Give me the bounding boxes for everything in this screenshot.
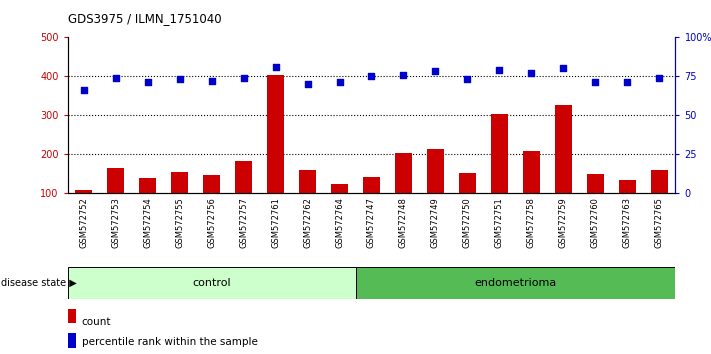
Point (334, 80, 346, 85)
Text: GSM572755: GSM572755 (175, 197, 184, 248)
Point (109, 75, 121, 80)
Point (365, 73, 377, 79)
Bar (107, 168, 124, 232)
Text: GSM572764: GSM572764 (335, 197, 344, 248)
Text: GSM572763: GSM572763 (623, 197, 632, 248)
Bar (331, 184, 348, 232)
Text: GSM572760: GSM572760 (591, 197, 600, 248)
Bar (171, 172, 188, 232)
Point (557, 65, 569, 71)
Bar (587, 174, 604, 232)
Bar (651, 170, 668, 232)
Point (525, 70, 538, 76)
Point (206, 78, 218, 84)
Point (621, 80, 633, 85)
Bar (68, 333, 77, 348)
Text: GSM572752: GSM572752 (79, 197, 88, 248)
Text: endometrioma: endometrioma (474, 278, 557, 288)
Text: disease state ▶: disease state ▶ (1, 278, 77, 288)
Text: GSM572754: GSM572754 (143, 197, 152, 248)
Point (141, 80, 154, 85)
Point (590, 80, 602, 85)
Bar (395, 153, 412, 232)
Text: GSM572750: GSM572750 (463, 197, 472, 248)
Text: GSM572762: GSM572762 (303, 197, 312, 248)
Point (493, 67, 505, 73)
Text: GSM572748: GSM572748 (399, 197, 408, 248)
Text: GSM572753: GSM572753 (111, 197, 120, 248)
Bar (68, 267, 356, 299)
Bar (139, 178, 156, 232)
Bar (299, 170, 316, 232)
Point (237, 75, 249, 80)
Point (270, 64, 282, 70)
Text: GSM572751: GSM572751 (495, 197, 504, 248)
Text: GSM572757: GSM572757 (239, 197, 248, 248)
Bar (619, 180, 636, 232)
Bar (459, 173, 476, 232)
Bar (356, 267, 675, 299)
Bar (491, 114, 508, 232)
Text: control: control (192, 278, 231, 288)
Text: GSM572759: GSM572759 (559, 197, 568, 248)
Bar (523, 151, 540, 232)
Bar (363, 177, 380, 232)
Point (173, 76, 185, 82)
Point (462, 76, 474, 82)
Bar (235, 161, 252, 232)
Text: GSM572747: GSM572747 (367, 197, 376, 248)
Text: GSM572758: GSM572758 (527, 197, 536, 248)
Point (429, 69, 441, 74)
Bar (75, 190, 92, 232)
Point (78, 87, 90, 93)
Point (301, 81, 313, 87)
Text: GDS3975 / ILMN_1751040: GDS3975 / ILMN_1751040 (68, 12, 221, 25)
Text: GSM572765: GSM572765 (655, 197, 664, 248)
Text: GSM572756: GSM572756 (207, 197, 216, 248)
Bar (68, 309, 77, 323)
Point (398, 72, 410, 78)
Text: GSM572761: GSM572761 (271, 197, 280, 248)
Bar (203, 175, 220, 232)
Text: percentile rank within the sample: percentile rank within the sample (82, 337, 257, 347)
Text: count: count (82, 317, 111, 327)
Bar (555, 105, 572, 232)
Bar (267, 75, 284, 232)
Text: GSM572749: GSM572749 (431, 197, 440, 248)
Bar (427, 149, 444, 232)
Point (654, 75, 665, 80)
